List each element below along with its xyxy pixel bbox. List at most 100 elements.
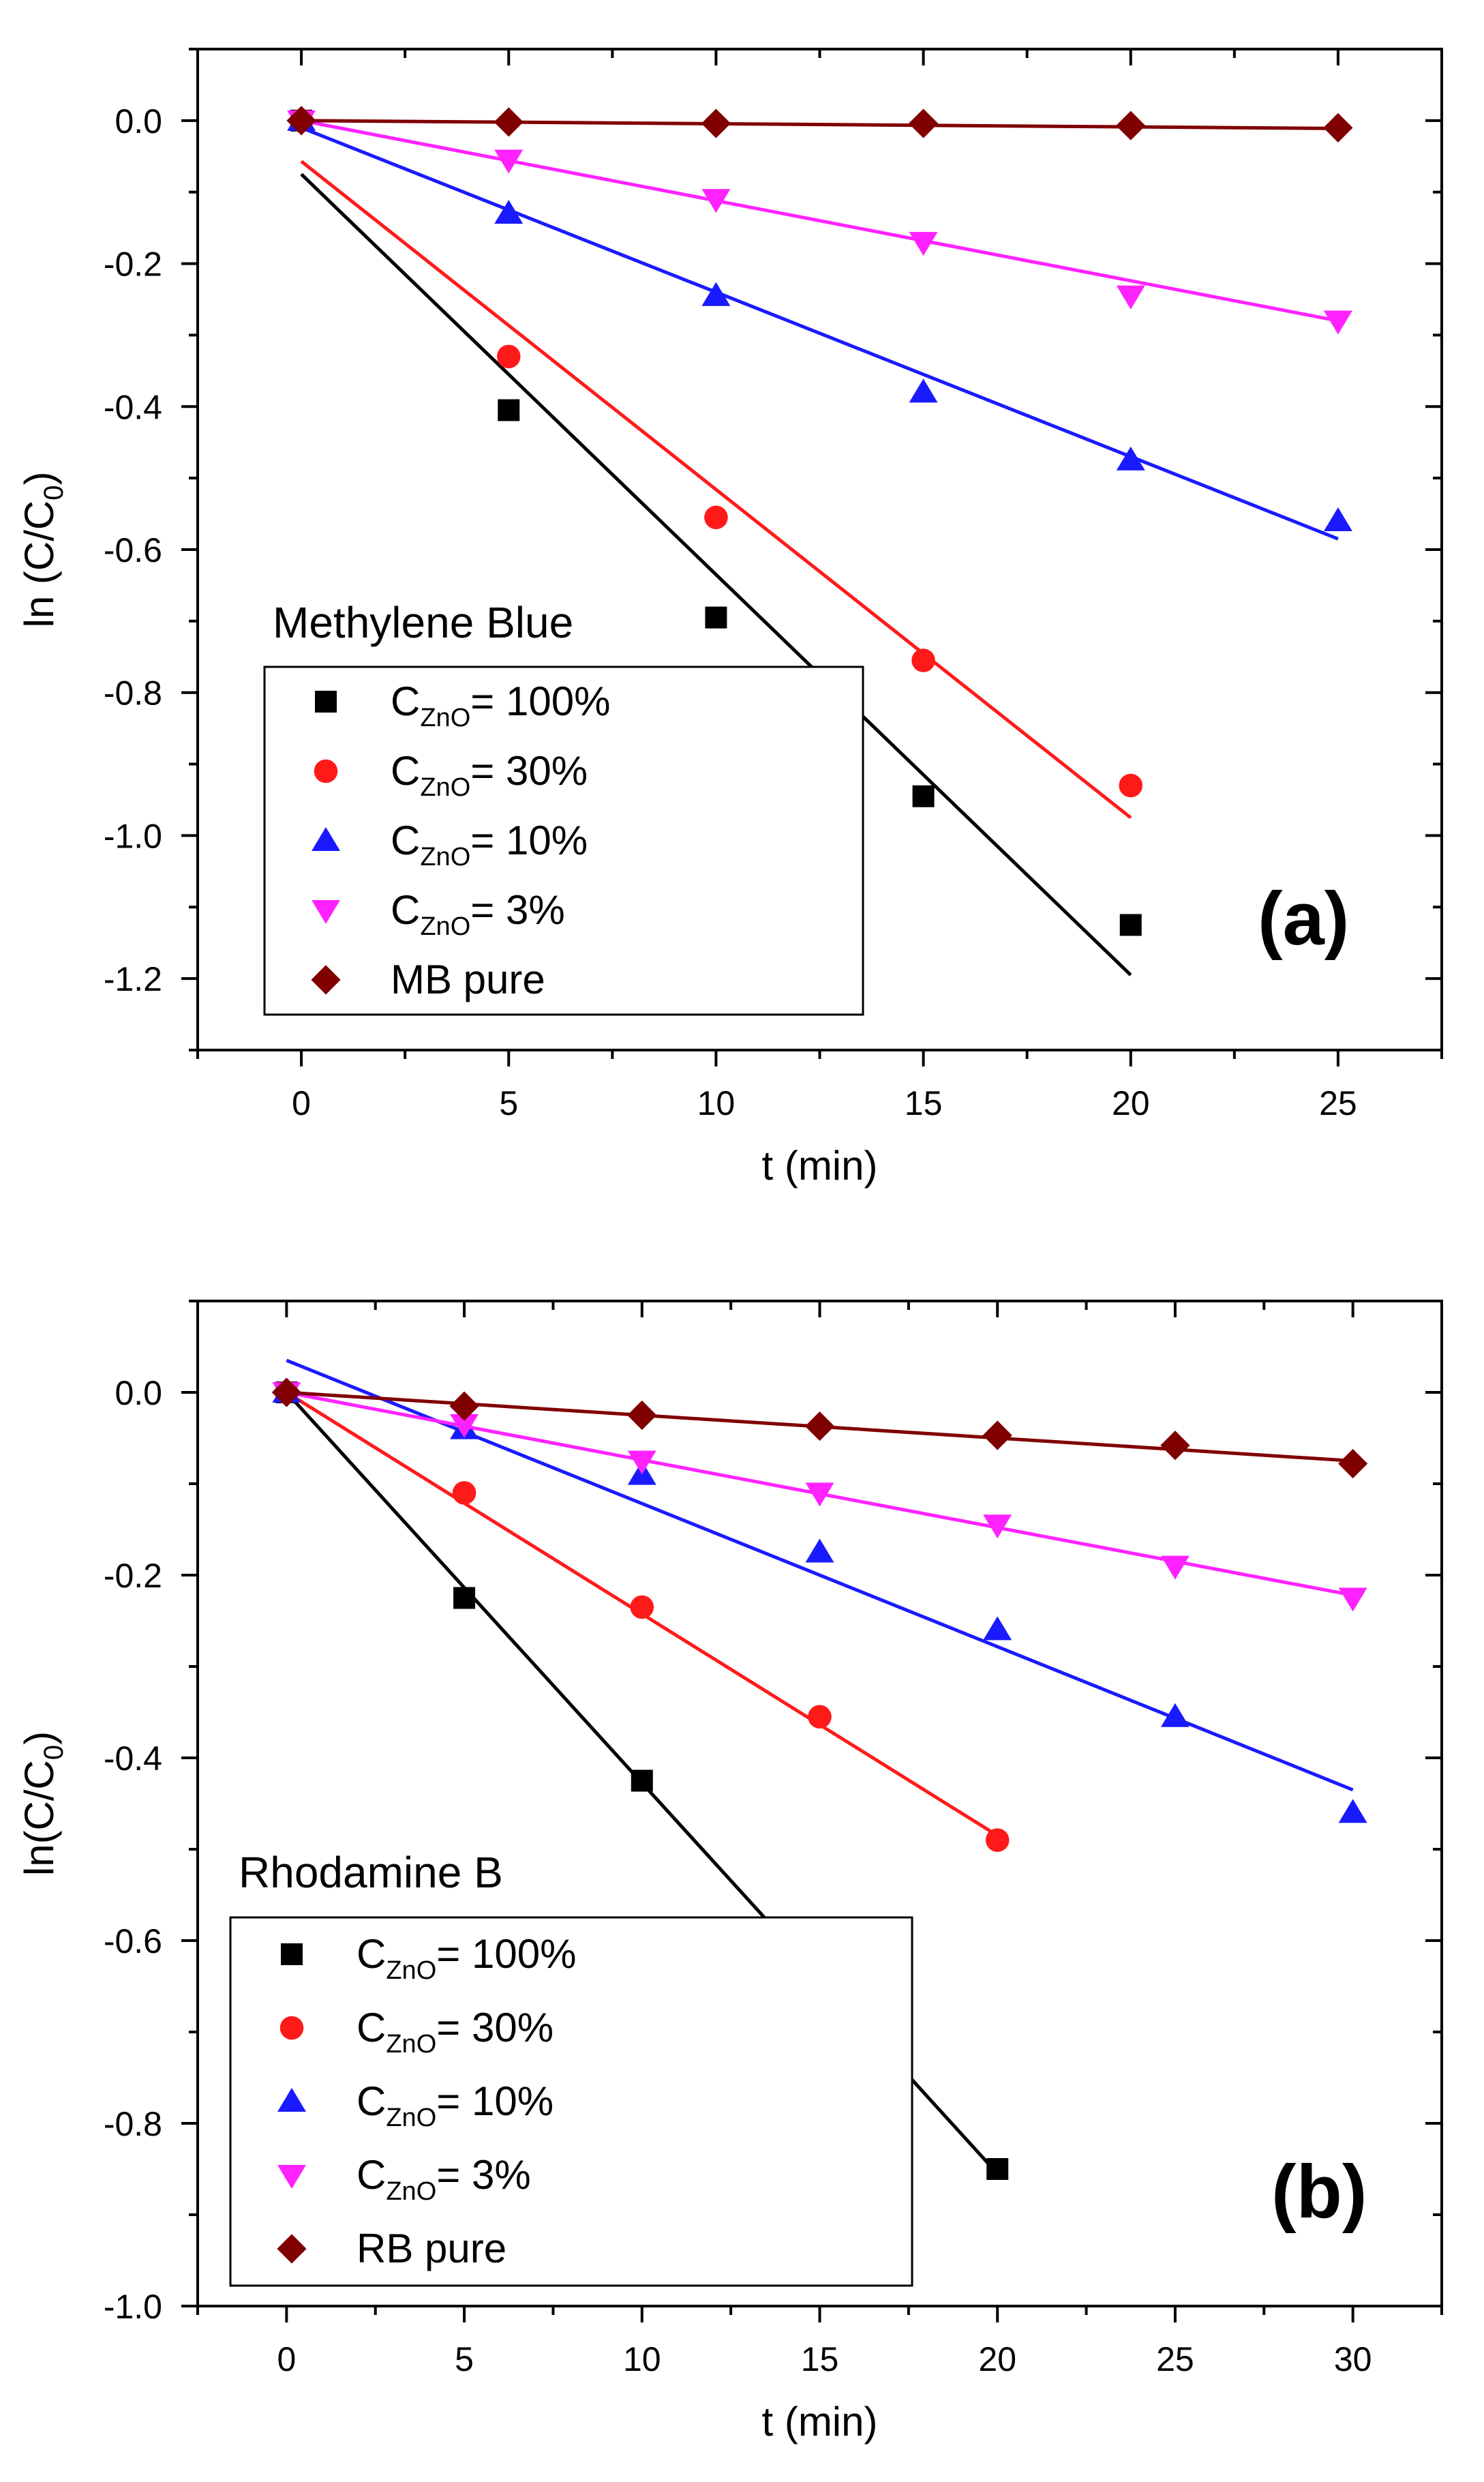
x-tick-label: 0: [277, 2340, 296, 2378]
data-point: [983, 1616, 1012, 1641]
data-point: [449, 1391, 479, 1421]
data-point: [701, 108, 731, 138]
x-tick-label: 25: [1156, 2340, 1194, 2378]
x-axis: 0 5 10 15 20 25 30 t (min): [196, 1301, 1443, 2444]
legend-item: CZnO= 3%: [277, 2152, 531, 2206]
data-point: [701, 282, 731, 306]
legend-item: CZnO= 30%: [314, 748, 588, 802]
y-tick-label: -0.6: [104, 1922, 162, 1960]
data-point: [912, 785, 935, 807]
legend-label: CZnO= 3%: [357, 2152, 531, 2206]
dye-annotation: Rhodamine B: [239, 1848, 503, 1897]
x-tick-label: 25: [1319, 1084, 1357, 1122]
x-tick-label: 10: [697, 1084, 736, 1122]
data-point: [494, 149, 524, 174]
legend-marker: [312, 900, 340, 924]
data-point: [1160, 1431, 1190, 1461]
legend-marker: [277, 2088, 306, 2112]
data-point: [804, 1411, 835, 1441]
legend-label: CZnO= 3%: [391, 887, 565, 941]
data-point: [983, 1514, 1012, 1539]
legend-box: [229, 1916, 913, 2287]
legend-item: CZnO= 3%: [312, 887, 565, 941]
legend-marker: [279, 2016, 304, 2040]
data-point: [808, 1705, 832, 1729]
legend-marker: [311, 965, 341, 995]
data-point: [985, 1828, 1010, 1852]
legend-label: RB pure: [357, 2226, 506, 2271]
legend-label: CZnO= 30%: [391, 748, 588, 802]
y-tick-label: -0.2: [104, 1557, 162, 1595]
legend-label: CZnO= 30%: [357, 2005, 554, 2059]
series-c-zno-10-: [287, 106, 1352, 541]
x-tick-label: 5: [499, 1084, 518, 1122]
series-rb-pure: [271, 1377, 1368, 1479]
legend-label: CZnO= 10%: [357, 2078, 554, 2132]
legend-marker: [315, 691, 337, 713]
data-point: [909, 232, 938, 256]
x-tick-label: 10: [623, 2340, 661, 2378]
data-point: [911, 648, 935, 672]
x-tick-label: 30: [1334, 2340, 1372, 2378]
panel-b-rhodamine-b: 0 5 10 15 20 25 30 t (min) 0.0 -0.2 -0.4 -0.6 -0.8 -1…: [16, 1300, 1443, 2444]
panel-label: (a): [1258, 877, 1349, 961]
y-tick-label: 0.0: [115, 1374, 162, 1412]
x-tick-label: 5: [455, 2340, 474, 2378]
data-point: [909, 378, 938, 403]
panel-a-methylene-blue: 0 5 10 15 20 25 t (min) 0.0 -0.2 -0.4 -0.6 -0.8 -1.0…: [16, 48, 1443, 1188]
x-tick-label: 20: [978, 2340, 1016, 2378]
series-mb-pure: [286, 106, 1353, 143]
y-axis: 0.0 -0.2 -0.4 -0.6 -0.8 -1.0 ln(C/C0): [16, 1300, 1442, 2326]
data-point: [805, 1482, 834, 1507]
data-point: [286, 106, 316, 136]
data-point: [498, 399, 520, 421]
y-tick-label: -0.6: [104, 531, 162, 569]
x-tick-label: 15: [905, 1084, 943, 1122]
data-point: [1323, 507, 1352, 532]
data-point: [1338, 1587, 1367, 1612]
legend-label: CZnO= 100%: [391, 678, 610, 732]
dye-annotation: Methylene Blue: [273, 598, 573, 647]
fit-line: [300, 173, 1132, 976]
legend-item: CZnO= 30%: [279, 2005, 554, 2059]
x-axis: 0 5 10 15 20 25 t (min): [196, 49, 1443, 1188]
y-tick-label: 0.0: [115, 102, 162, 140]
data-point: [1116, 446, 1145, 470]
y-tick-label: -0.8: [104, 2105, 162, 2143]
data-point: [631, 1769, 653, 1792]
data-point: [805, 1538, 834, 1563]
data-point: [1338, 1799, 1367, 1823]
data-point: [271, 1377, 301, 1407]
y-tick-label: -0.4: [104, 388, 162, 426]
legend-marker: [312, 827, 340, 851]
data-point: [453, 1587, 476, 1609]
legend-marker: [277, 2234, 307, 2264]
data-point: [1160, 1555, 1190, 1580]
y-tick-label: -1.0: [104, 2288, 162, 2326]
data-point: [494, 200, 524, 224]
data-point: [982, 1420, 1012, 1450]
data-point: [496, 344, 521, 369]
legend-item: CZnO= 10%: [277, 2078, 554, 2132]
y-tick-label: -1.0: [104, 817, 162, 855]
data-point: [630, 1595, 654, 1619]
legend-item: CZnO= 100%: [315, 678, 610, 732]
legend-marker: [277, 2165, 306, 2189]
data-point: [1160, 1703, 1190, 1727]
data-point: [705, 606, 727, 629]
data-point: [704, 505, 728, 530]
legend: CZnO= 100%CZnO= 30%CZnO= 10%CZnO= 3%MB p…: [263, 666, 864, 1016]
x-axis-title: t (min): [762, 2399, 878, 2444]
fit-line: [301, 126, 1339, 541]
data-point: [908, 108, 939, 138]
y-tick-label: -0.2: [104, 245, 162, 284]
data-point: [1116, 285, 1145, 310]
data-point: [1116, 110, 1146, 140]
data-point: [450, 1414, 479, 1438]
panel-label: (b): [1271, 2150, 1367, 2234]
data-point: [627, 1450, 656, 1475]
legend-marker: [314, 759, 338, 783]
y-axis-title: ln(C/C0): [16, 1731, 69, 1876]
legend: CZnO= 100%CZnO= 30%CZnO= 10%CZnO= 3%RB p…: [229, 1916, 913, 2287]
